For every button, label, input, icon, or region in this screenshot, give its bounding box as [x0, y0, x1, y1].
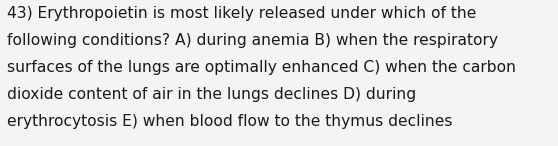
Text: 43) Erythropoietin is most likely released under which of the: 43) Erythropoietin is most likely releas…	[7, 6, 477, 21]
Text: following conditions? A) during anemia B) when the respiratory: following conditions? A) during anemia B…	[7, 33, 498, 48]
Text: erythrocytosis E) when blood flow to the thymus declines: erythrocytosis E) when blood flow to the…	[7, 114, 453, 129]
Text: surfaces of the lungs are optimally enhanced C) when the carbon: surfaces of the lungs are optimally enha…	[7, 60, 516, 75]
Text: dioxide content of air in the lungs declines D) during: dioxide content of air in the lungs decl…	[7, 87, 416, 102]
